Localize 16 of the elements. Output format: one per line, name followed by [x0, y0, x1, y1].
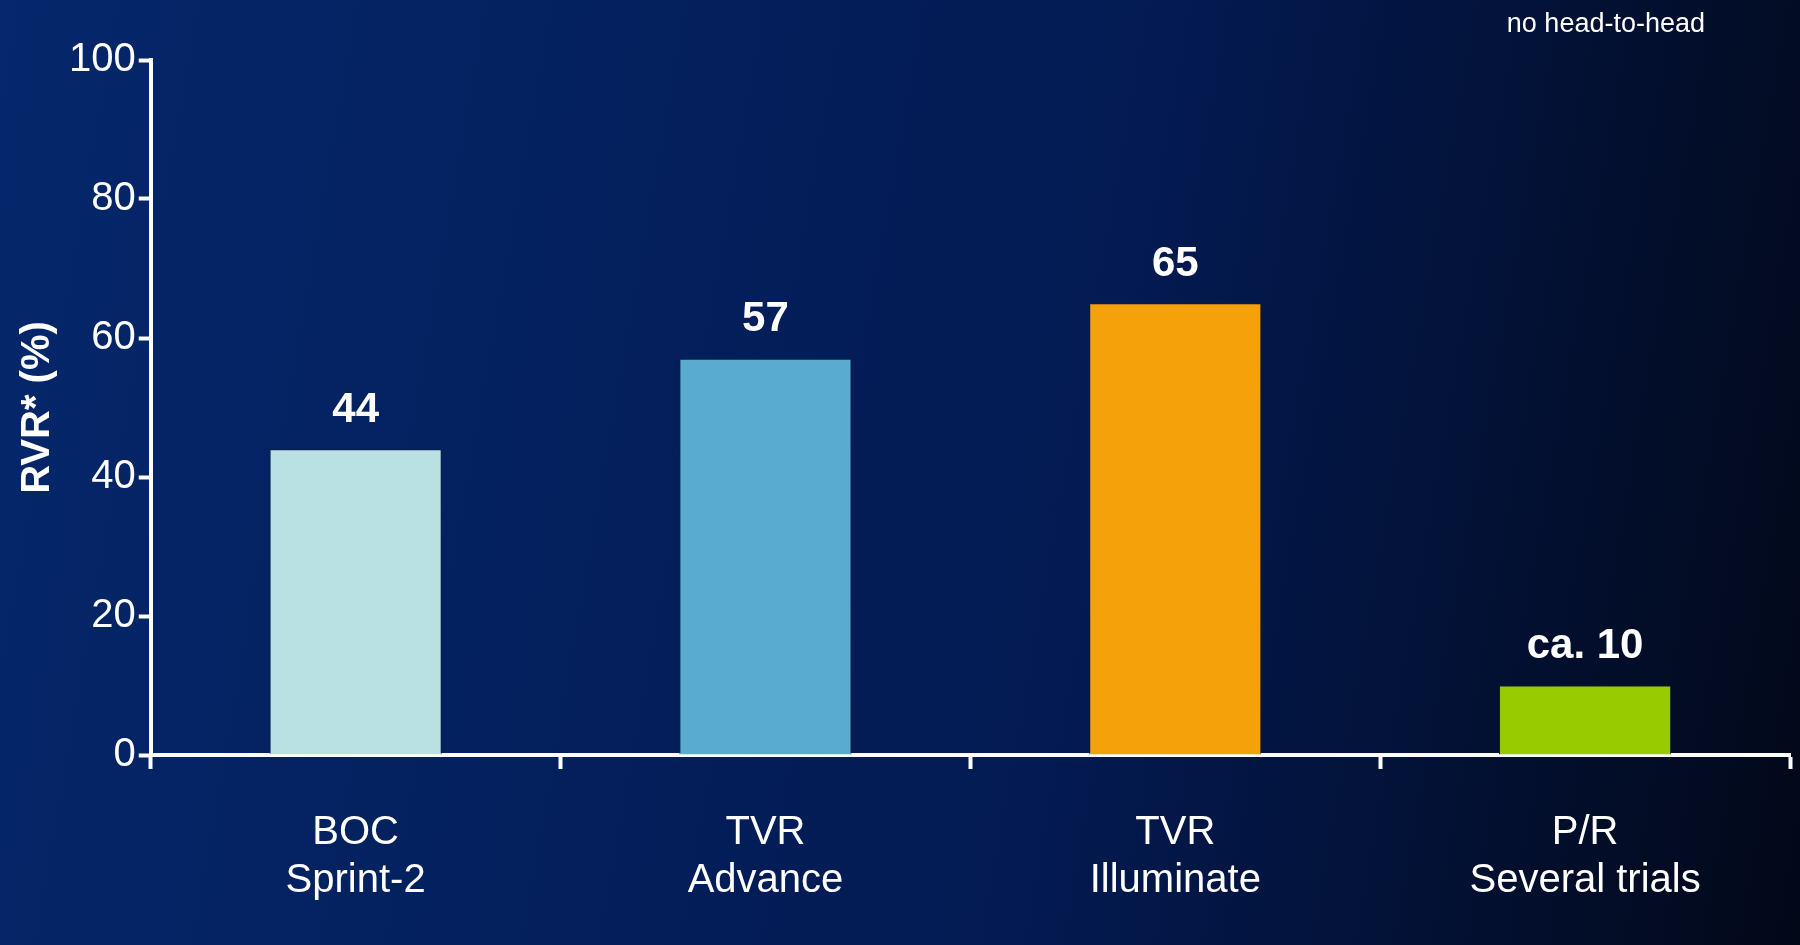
y-axis-title: RVR* (%)	[13, 321, 58, 494]
text: no head-to-head	[1506, 8, 1705, 39]
data-label: ca. 10	[1526, 620, 1644, 668]
x-tick-label: TVR Illuminate	[1089, 808, 1261, 901]
y-tick-label: 20	[91, 591, 136, 636]
x-tick-label: BOC Sprint-2	[285, 808, 426, 901]
x-tick-label: TVR Advance	[687, 808, 844, 901]
y-tick-label: 100	[68, 35, 136, 80]
data-label: 65	[1151, 237, 1199, 285]
y-tick-label: 60	[91, 313, 136, 358]
data-label: 44	[332, 383, 380, 431]
x-tick-label: P/R Several trials	[1469, 808, 1701, 901]
data-label: 57	[742, 293, 789, 341]
y-tick-label: 40	[91, 452, 136, 497]
y-tick-label: 80	[91, 174, 136, 219]
y-tick-label: 0	[113, 730, 136, 775]
